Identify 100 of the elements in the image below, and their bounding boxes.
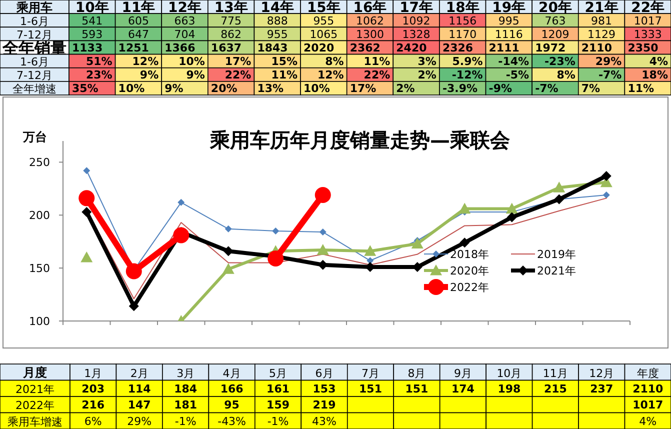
legend-label: 2021年 <box>537 264 576 278</box>
data-label: 2326 <box>442 42 474 54</box>
data-label: -23% <box>544 55 576 68</box>
data-label: 2362 <box>350 42 380 54</box>
data-label: 18% <box>642 68 668 82</box>
point <box>126 263 142 280</box>
data-label: 1209 <box>541 28 570 41</box>
data-label: 237 <box>590 382 614 396</box>
point <box>83 167 90 174</box>
x-tick-label: 17年 <box>400 0 434 16</box>
data-label: 95 <box>224 398 240 412</box>
data-label: 9% <box>164 82 184 96</box>
data-label: 981 <box>591 14 612 28</box>
point <box>178 198 185 206</box>
point <box>128 301 139 312</box>
chart-title: 乘用车历年月度销量走势—乘联会 <box>209 128 511 152</box>
data-label: 17% <box>350 82 376 96</box>
data-label: 203 <box>82 382 105 396</box>
legend-label: 2020年 <box>450 264 489 278</box>
y-tick-label: 7-12月 <box>16 69 52 82</box>
data-label: 10% <box>118 82 145 96</box>
data-label: 1170 <box>448 28 477 41</box>
data-label: 995 <box>498 14 520 28</box>
data-label: 6% <box>84 414 102 428</box>
point <box>319 228 326 236</box>
point <box>318 260 328 270</box>
data-label: 1065 <box>310 28 338 41</box>
point <box>82 206 92 217</box>
point <box>224 225 232 232</box>
data-label: 2111 <box>488 42 520 54</box>
data-label: 174 <box>451 382 475 396</box>
data-label: 35% <box>72 82 98 96</box>
data-label: 955 <box>313 14 334 28</box>
data-label: 9% <box>140 68 159 82</box>
point <box>78 190 95 206</box>
data-label: 11% <box>364 55 390 68</box>
data-label: 22% <box>364 68 390 82</box>
data-label: 166 <box>220 382 244 396</box>
data-label: 159 <box>266 398 290 412</box>
point <box>506 202 518 214</box>
point <box>602 192 610 198</box>
data-label: 1366 <box>164 42 196 54</box>
point <box>601 170 612 181</box>
y-tick-label: 250 <box>29 156 50 170</box>
data-label: 198 <box>498 382 521 396</box>
x-tick-label: 11月 <box>542 367 568 380</box>
data-label: 955 <box>266 28 288 41</box>
data-label: 161 <box>266 382 290 396</box>
x-tick-label: 21年 <box>584 0 618 16</box>
data-label: 541 <box>82 14 103 28</box>
data-label: 5.9% <box>452 55 483 68</box>
data-label: 20% <box>210 82 238 96</box>
x-tick-label: 3月 <box>176 367 195 380</box>
data-label: 10% <box>304 82 330 96</box>
data-label: 2% <box>418 68 436 82</box>
x-tick-label: 19年 <box>492 0 526 16</box>
data-label: 1251 <box>118 42 149 54</box>
data-label: -5% <box>506 68 530 82</box>
data-label: 22% <box>224 68 252 82</box>
data-label: 15% <box>271 55 298 68</box>
data-label: 1062 <box>356 14 384 28</box>
point <box>223 246 234 256</box>
data-label: 11% <box>271 68 298 82</box>
x-tick-label: 1月 <box>84 367 102 380</box>
data-label: 1092 <box>402 14 430 28</box>
x-tick-label: 7月 <box>362 367 380 380</box>
data-label: 647 <box>128 28 149 41</box>
x-tick-label: 18年 <box>446 0 480 16</box>
data-label: 151 <box>405 382 428 396</box>
data-label: 2110 <box>581 42 612 54</box>
x-tick-label: 4月 <box>222 367 241 380</box>
data-label: 2020 <box>304 42 334 54</box>
x-tick-label: 5月 <box>269 367 288 380</box>
data-label: 181 <box>174 398 198 412</box>
x-tick-label: 20年 <box>538 0 572 16</box>
x-tick-label: 12年 <box>168 0 202 16</box>
data-label: -12% <box>452 68 483 82</box>
chart-title: 月度 <box>22 366 47 380</box>
data-label: 2420 <box>396 42 428 54</box>
x-tick-label: 2月 <box>130 367 148 380</box>
data-label: 1156 <box>448 14 477 28</box>
x-tick-label: 22年 <box>631 0 665 16</box>
x-tick-label: 8月 <box>408 367 426 380</box>
data-label: 12% <box>318 68 344 82</box>
data-label: 2% <box>396 82 415 96</box>
data-label: 593 <box>82 28 103 41</box>
data-label: 763 <box>544 14 566 28</box>
data-label: -43% <box>218 414 246 428</box>
point <box>173 227 190 244</box>
y-axis-title: 万台 <box>22 130 47 144</box>
data-label: 888 <box>266 14 288 28</box>
data-label: 4% <box>639 414 657 428</box>
data-label: 151 <box>359 382 382 396</box>
x-tick-label: 13年 <box>214 0 248 16</box>
data-label: 1129 <box>588 28 616 41</box>
data-label: 704 <box>174 28 196 41</box>
data-label: 8% <box>325 55 344 68</box>
data-label: 1333 <box>634 28 662 41</box>
data-label: -1% <box>174 414 196 428</box>
data-label: -1% <box>267 414 289 428</box>
